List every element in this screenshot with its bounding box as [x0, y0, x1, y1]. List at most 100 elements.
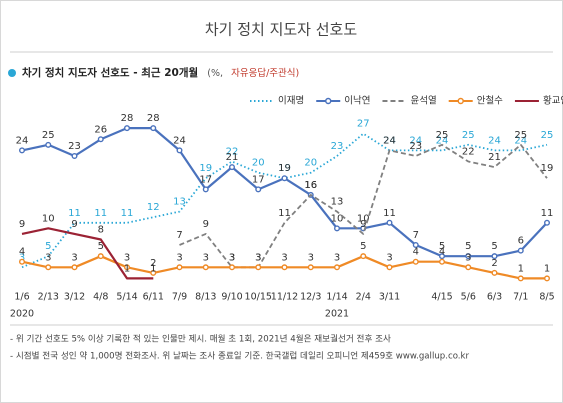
data-label: 3 [124, 252, 130, 263]
data-label: 9 [19, 219, 25, 230]
data-label: 19 [278, 163, 291, 174]
series-line [21, 132, 548, 269]
year-label: 2021 [325, 309, 349, 320]
data-label: 17 [252, 174, 265, 185]
data-label: 9 [360, 219, 366, 230]
point [228, 264, 235, 271]
data-label: 16 [304, 180, 317, 191]
data-label: 5 [98, 241, 104, 252]
year-label: 2020 [10, 309, 34, 320]
data-label: 20 [304, 158, 317, 169]
x-tick-label: 3/12 [64, 292, 85, 303]
x-tick-label: 7/9 [172, 292, 187, 303]
data-label: 19 [541, 163, 554, 174]
point [412, 258, 419, 265]
x-tick-label: 5/14 [116, 292, 137, 303]
point [439, 258, 446, 265]
data-label: 3 [19, 252, 25, 263]
subtitle-bullet [8, 69, 16, 77]
data-label: 12 [147, 202, 160, 213]
data-label: 26 [94, 124, 107, 135]
data-label: 24 [173, 135, 186, 146]
data-label: 25 [436, 130, 449, 141]
legend-marker [457, 97, 464, 105]
x-tick-label: 8/13 [195, 292, 216, 303]
point [176, 264, 183, 271]
data-label: 1 [150, 263, 156, 274]
data-label: 7 [176, 230, 182, 241]
data-label: 28 [121, 113, 134, 124]
point [360, 253, 367, 260]
series-line [179, 143, 548, 269]
data-label: 5 [465, 241, 471, 252]
data-label: 5 [45, 241, 51, 252]
data-label: 22 [226, 147, 239, 158]
data-label: 1 [544, 263, 550, 274]
data-label: 23 [68, 141, 81, 152]
data-label: 3 [255, 252, 261, 263]
data-label: 20 [252, 158, 265, 169]
x-tick-label: 4/8 [93, 292, 108, 303]
data-label: 11 [541, 208, 554, 219]
data-label: 6 [518, 236, 524, 247]
data-label: 11 [278, 208, 291, 219]
subtitle: 차기 정치 지도자 선호도 - 최근 20개월 (%, 자유응답/주관식) [22, 63, 299, 82]
point [71, 264, 78, 271]
data-label: 25 [42, 130, 55, 141]
data-label: 3 [465, 252, 471, 263]
point [491, 269, 498, 276]
data-label: 25 [541, 130, 554, 141]
series-line [21, 227, 154, 280]
x-tick-label: 1/14 [326, 292, 347, 303]
data-label: 24 [514, 135, 527, 146]
data-label: 9 [203, 219, 209, 230]
data-label: 5 [439, 241, 445, 252]
x-tick-label: 6/11 [143, 292, 164, 303]
data-label: 3 [334, 252, 340, 263]
footnote: - 위 기간 선호도 5% 이상 기록한 적 있는 인물만 제시. 매월 초 1… [10, 333, 391, 345]
data-label: 3 [71, 252, 77, 263]
data-label: 10 [357, 213, 370, 224]
subtitle-note: 자유응답/주관식) [231, 67, 299, 79]
x-tick-label: 2/13 [38, 292, 59, 303]
legend-label: 안철수 [477, 96, 503, 107]
data-label: 1 [124, 263, 130, 274]
data-label: 11 [121, 208, 134, 219]
data-label: 24 [16, 135, 29, 146]
data-label: 4 [413, 247, 419, 258]
data-label: 3 [229, 252, 235, 263]
x-tick-label: 7/1 [513, 292, 528, 303]
data-label: 4 [439, 247, 445, 258]
x-tick-label: 6/3 [487, 292, 502, 303]
data-label: 10 [331, 213, 344, 224]
point [71, 152, 78, 159]
point [255, 186, 262, 193]
legend-marker [324, 97, 332, 105]
point [491, 253, 498, 260]
footnote: - 시점별 전국 성인 약 1,000명 전화조사. 위 날짜는 조사 종료일 … [10, 350, 470, 362]
data-label: 23 [409, 141, 422, 152]
data-label: 3 [281, 252, 287, 263]
legend-label: 윤석열 [410, 96, 436, 107]
data-label: 5 [491, 241, 497, 252]
data-label: 28 [147, 113, 160, 124]
data-label: 11 [383, 208, 396, 219]
point [544, 275, 551, 282]
data-label: 3 [203, 252, 209, 263]
data-label: 22 [462, 147, 475, 158]
data-label: 19 [278, 163, 291, 174]
data-label: 10 [42, 213, 55, 224]
subtitle-main: 차기 정치 지도자 선호도 - 최근 20개월 [22, 66, 198, 79]
x-tick-label: 1/6 [14, 292, 29, 303]
point [544, 219, 551, 226]
data-label: 21 [226, 152, 239, 163]
point [439, 253, 446, 260]
point [97, 253, 104, 260]
data-label: 5 [360, 241, 366, 252]
point [45, 264, 52, 271]
data-label: 11 [68, 208, 81, 219]
data-label: 3 [386, 252, 392, 263]
data-label: 4 [19, 247, 25, 258]
data-label: 24 [383, 135, 396, 146]
